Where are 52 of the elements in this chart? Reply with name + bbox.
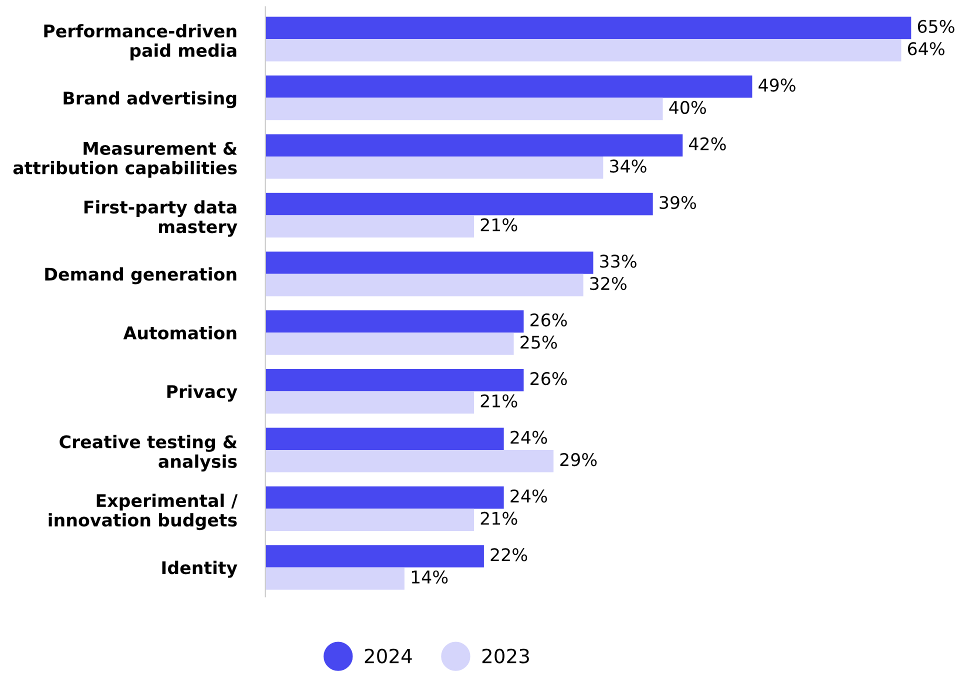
y-tick-label: Creative testing & analysis [60, 434, 237, 472]
y-tick-label: Measurement & attribution capabilities [13, 142, 237, 178]
data-label: 49% [758, 78, 796, 92]
y-tick-label: First-party data mastery [84, 200, 238, 237]
legend-label: 2023 [482, 648, 529, 664]
bar [265, 391, 474, 414]
data-label: 33% [600, 254, 636, 268]
data-label: 25% [520, 336, 557, 349]
data-label: 24% [510, 489, 548, 503]
bar [265, 39, 902, 62]
data-label: 42% [689, 137, 726, 150]
bar [265, 98, 663, 120]
data-label: 21% [480, 218, 518, 232]
bar [265, 134, 683, 157]
y-tick-label: Performance-driven paid media [44, 24, 236, 60]
legend-label: 2024 [364, 648, 412, 664]
bar [265, 545, 484, 568]
y-tick-label: Brand advertising [64, 91, 236, 108]
data-label: 29% [560, 453, 597, 466]
data-label: 39% [660, 196, 696, 210]
y-tick-label: Privacy [167, 384, 238, 402]
bar [265, 310, 524, 333]
bar [265, 274, 584, 296]
y-tick-label: Automation [123, 326, 236, 340]
bar [265, 76, 752, 98]
data-label: 34% [610, 160, 646, 173]
data-label: 64% [908, 42, 944, 56]
bar [265, 508, 474, 532]
data-label: 40% [669, 100, 706, 114]
data-label: 14% [412, 570, 448, 584]
y-tick-label: Identity [162, 560, 238, 578]
data-label: 22% [490, 548, 528, 562]
data-label: 65% [918, 20, 954, 33]
bar [265, 368, 524, 392]
data-label: 32% [590, 276, 626, 290]
bar [265, 192, 653, 216]
bar [265, 215, 474, 238]
data-label: 21% [480, 394, 518, 408]
bar [265, 567, 404, 590]
bar [265, 486, 504, 509]
bar [265, 16, 912, 40]
y-tick-label: Demand generation [45, 267, 236, 284]
bar [265, 156, 604, 179]
data-label: 26% [530, 313, 567, 326]
bar [265, 332, 514, 355]
bar [265, 252, 594, 274]
y-tick-label: Experimental / innovation budgets [48, 494, 238, 530]
bar [265, 428, 504, 450]
data-label: 21% [480, 512, 518, 525]
data-label: 24% [510, 430, 548, 444]
data-label: 26% [530, 372, 567, 386]
bar [265, 450, 554, 472]
